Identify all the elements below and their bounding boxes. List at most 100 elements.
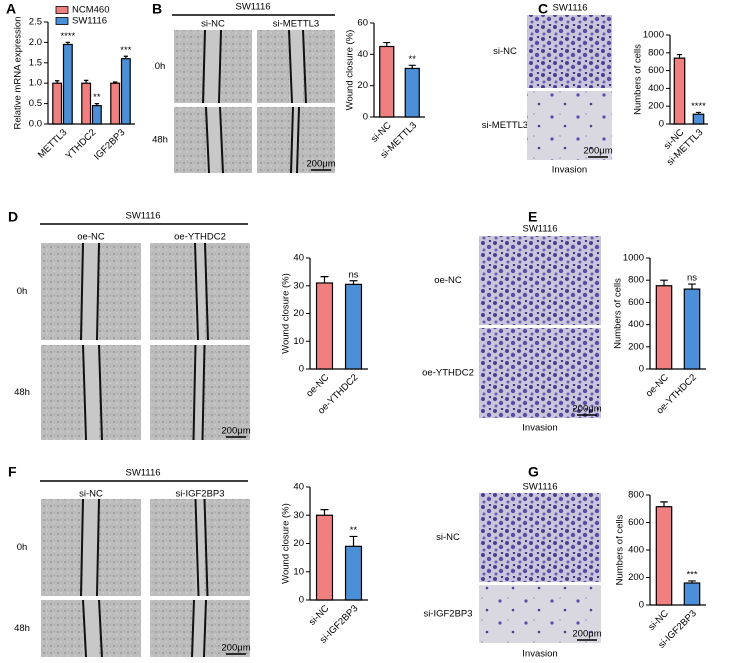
panel-title: SW1116 [552,3,587,14]
error-bar [54,80,60,84]
y-tick-label: 800 [628,490,644,501]
row-label: 48h [152,135,168,146]
y-tick-label: 40 [357,49,368,60]
legend-label: SW1116 [72,16,107,27]
significance: ** [350,525,358,536]
y-tick-label: 0 [299,364,304,375]
y-axis-label: Wound closure (%) [345,30,356,111]
wound-gap [206,107,220,173]
row-label: 48h [14,387,30,398]
y-tick-label: 0 [299,595,304,606]
column-label: oe-YTHDC2 [174,232,226,243]
x-tick-label: oe-NC [304,372,331,399]
wound-gap [83,499,99,596]
panel-title: SW1116 [125,211,160,222]
wound-gap [83,600,99,657]
wound-gap [83,345,99,440]
wound-edge [98,599,103,658]
y-tick-label: 30 [293,510,304,521]
significance: ns [348,269,358,280]
y-tick-label: 200 [628,572,644,583]
wound-gap [83,243,99,340]
wound-edge [96,242,100,341]
y-tick-label: 400 [628,319,644,330]
error-bar [83,79,89,84]
wound-edge [302,29,307,104]
y-tick-label: 20 [357,80,368,91]
y-tick-label: 400 [648,83,664,94]
row-label: 0h [17,286,28,297]
row-label: 48h [14,623,30,634]
bar [379,45,395,118]
y-tick-label: 1.5 [29,57,42,68]
row-label: oe-NC [434,275,462,286]
wound-edge [218,29,222,104]
bar [81,82,92,125]
wound-gap [195,243,205,340]
scale-label: 200μm [306,159,335,170]
scale-label: 200μm [221,426,250,437]
y-tick-label: 0 [639,364,644,375]
bar [673,57,686,125]
wound-gap [194,600,206,657]
wound-edge [191,599,195,658]
scale-label: 200μm [221,643,250,654]
row-label: si-METTL3 [482,120,528,131]
error-bar [676,53,683,59]
wound-edge [202,29,206,104]
panel-letter: C [538,1,548,17]
y-tick-label: 600 [628,517,644,528]
row-label: 0h [155,61,166,72]
panel-title: SW1116 [125,468,160,479]
caption: Invasion [522,423,557,434]
error-bar [383,41,391,47]
wound-edge [219,106,224,174]
y-tick-label: 60 [357,18,368,29]
bar [110,82,121,125]
bar [683,288,701,370]
bar [315,514,334,601]
bar [315,282,334,370]
y-tick-label: 30 [293,280,304,291]
wound-edge [203,498,209,597]
wound-edge [205,106,210,174]
significance: ns [687,273,697,284]
y-axis-label: Wound closure (%) [281,273,292,354]
wound-edge [192,344,197,441]
y-tick-label: 40 [293,482,304,493]
column-label: si-NC [201,19,225,30]
wound-edge [194,498,200,597]
wound-gap [195,499,205,596]
y-tick-label: 10 [293,566,304,577]
error-bar [408,64,416,69]
invasion-image [479,493,601,582]
scale-label: 200μm [572,629,601,640]
x-tick-label: IGF2BP3 [92,127,127,162]
y-tick-label: 600 [648,65,664,76]
wound-gap [205,30,221,103]
y-tick-label: 10 [293,336,304,347]
invasion-image [479,328,601,418]
y-tick-label: 20 [293,308,304,319]
caption: Invasion [522,649,557,660]
error-bar [123,55,129,59]
y-tick-label: 0 [659,119,664,130]
wound-gap [289,30,303,103]
y-tick-label: 1000 [623,253,644,264]
y-tick-label: 2.0 [29,37,42,48]
scale-label: 200μm [583,146,612,157]
error-bar [688,580,696,583]
y-tick-label: 1000 [643,30,664,41]
error-bar [320,275,329,283]
wound-edge [80,242,84,341]
row-label: si-IGF2BP3 [423,609,472,620]
wound-edge [204,242,209,341]
wound-edge [203,599,207,658]
significance: **** [691,101,706,112]
panel-letter: A [6,1,16,17]
significance: **** [60,31,75,42]
y-tick-label: 0 [363,112,368,123]
panel-title: SW1116 [235,2,270,13]
wound-gap [195,345,205,440]
error-bar [695,111,702,115]
